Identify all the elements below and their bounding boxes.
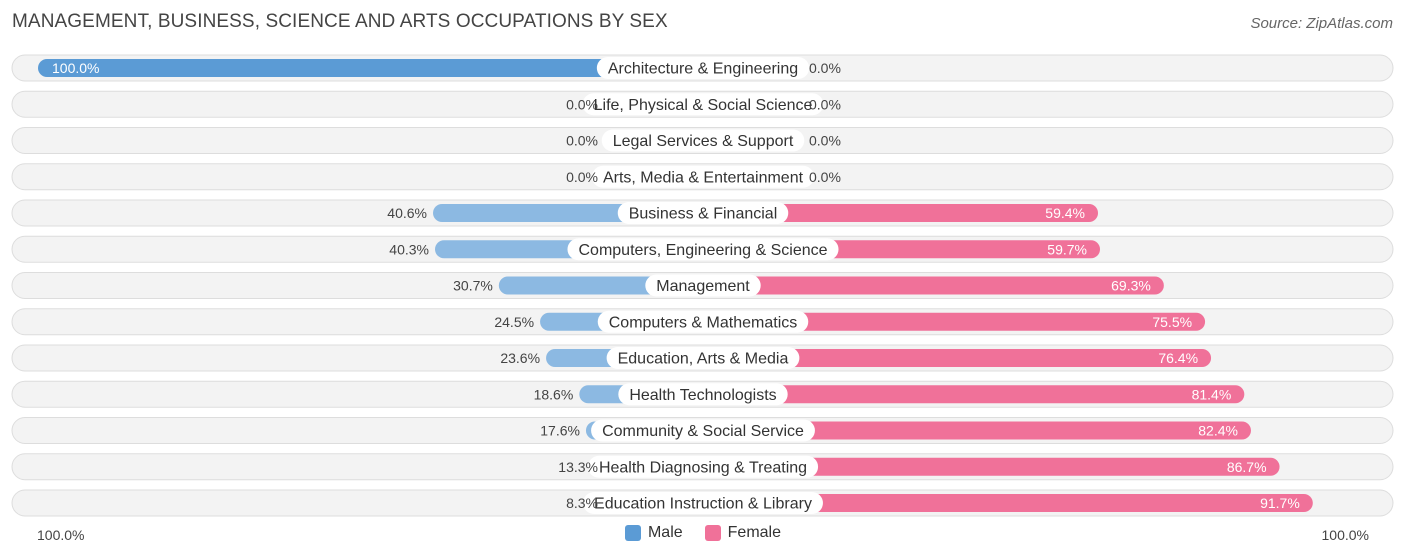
category-label: Education, Arts & Media [618,351,789,368]
category-label-bg [618,383,788,406]
value-label-female: 81.4% [1192,386,1232,402]
bar-female [703,204,1099,222]
bar-female [703,457,1280,476]
value-label-female: 69.3% [1111,278,1151,294]
value-label-male: 13.3% [558,459,598,475]
bar-female [703,421,1251,440]
category-label: Computers, Engineering & Science [578,242,827,259]
category-label-bg [591,419,815,442]
legend-swatch-male [624,525,641,541]
value-label-male: 100.0% [52,60,99,76]
category-label-bg [567,238,839,261]
category-label-bg [597,310,809,333]
value-label-male: 30.7% [453,278,493,294]
category-label: Architecture & Engineering [608,61,798,78]
value-label-female: 82.4% [1198,423,1238,439]
value-label-female: 0.0% [809,60,841,76]
category-label: Education Instruction & Library [594,496,812,513]
legend-item-male: Male [624,524,683,542]
bar-female [703,276,1164,295]
value-label-male: 17.6% [540,423,580,439]
bar-female [703,312,1206,331]
axis-right-label: 100.0% [1321,527,1369,543]
value-label-male: 23.6% [500,350,540,366]
bar-female [703,385,1245,404]
value-label-male: 40.6% [387,205,427,221]
value-label-female: 0.0% [809,133,841,149]
category-label: Health Technologists [629,387,776,404]
value-label-female: 59.4% [1045,205,1085,221]
value-label-male: 0.0% [566,96,598,112]
category-label-bg [591,165,815,188]
category-label-bg [587,455,819,478]
category-label: Management [656,278,750,295]
category-label-bg [606,347,800,369]
category-label-bg [645,274,761,297]
value-label-male: 40.3% [389,241,429,257]
category-label: Arts, Media & Entertainment [603,169,804,186]
value-label-male: 8.3% [566,495,598,511]
value-label-female: 0.0% [809,96,841,112]
category-label-bg [582,93,824,116]
value-label-male: 0.0% [566,133,598,149]
category-label: Community & Social Service [602,423,804,440]
category-label: Computers & Mathematics [609,314,798,331]
category-label: Business & Financial [629,206,778,223]
value-label-male: 18.6% [534,386,574,402]
value-label-female: 91.7% [1260,495,1300,511]
value-label-female: 0.0% [809,169,841,185]
bar-female [703,494,1313,512]
category-label: Legal Services & Support [613,133,794,150]
category-label-bg [617,202,789,224]
value-label-male: 24.5% [494,314,534,330]
legend-item-female: Female [704,524,782,542]
legend-label-male: Male [647,524,683,541]
legend: Male Female [0,524,1406,542]
category-label-bg [583,492,823,514]
bar-female [703,349,1212,367]
value-label-female: 76.4% [1158,350,1198,366]
value-label-male: 0.0% [566,169,598,185]
value-label-female: 75.5% [1152,314,1192,330]
category-label-bg [601,129,805,152]
value-label-female: 86.7% [1227,459,1267,475]
category-label: Health Diagnosing & Treating [599,459,807,476]
source-label: Source: ZipAtlas.com [1250,15,1393,32]
chart-title: MANAGEMENT, BUSINESS, SCIENCE AND ARTS O… [12,11,668,32]
category-label: Life, Physical & Social Science [594,97,813,114]
category-label-bg [596,57,810,79]
value-label-female: 59.7% [1047,241,1087,257]
axis-left-label: 100.0% [37,527,85,543]
bar-male [38,59,703,77]
legend-swatch-female [704,525,721,541]
legend-label-female: Female [727,524,782,541]
